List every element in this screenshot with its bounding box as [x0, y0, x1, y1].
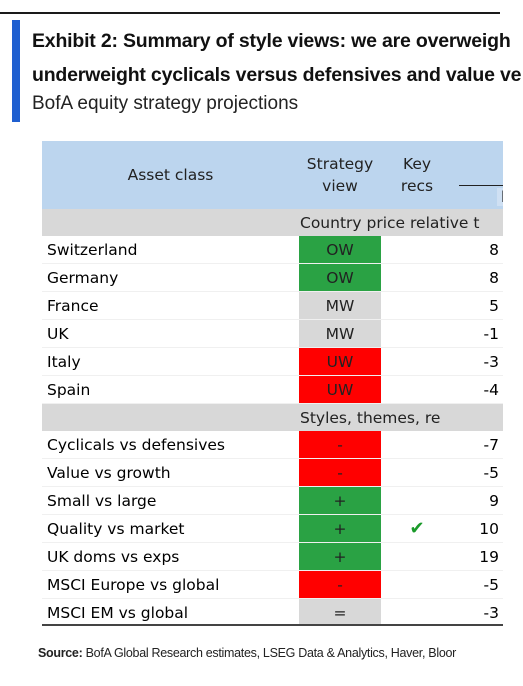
exhibit-subtitle: BofA equity strategy projections: [32, 93, 299, 114]
section-header-row: Styles, themes, re: [42, 403, 503, 431]
key-recs-cell: [381, 486, 453, 515]
projection-value-cell: -3: [453, 598, 503, 625]
strategy-view-cell: =: [299, 598, 381, 625]
header-key-recs-line2: recs: [400, 177, 434, 195]
projection-value-cell: -1: [453, 319, 503, 348]
table-row: Cyclicals vs defensives - -7: [42, 431, 503, 459]
section-label: Styles, themes, re: [42, 403, 503, 431]
table-row: MSCI Europe vs global - -5: [42, 570, 503, 599]
asset-name-cell: MSCI EM vs global: [42, 598, 299, 625]
header-key-recs-line1: Key: [402, 155, 432, 173]
table-header-row: Asset class Strategy view Key recs N hi: [42, 141, 503, 209]
asset-name-cell: Germany: [42, 263, 299, 292]
asset-name-cell: Cyclicals vs defensives: [42, 431, 299, 459]
projection-value-cell: 8: [453, 236, 503, 264]
asset-name-cell: Small vs large: [42, 486, 299, 515]
table-row: Quality vs market + ✔ 10: [42, 514, 503, 543]
asset-name-cell: Switzerland: [42, 236, 299, 264]
header-next-column: N hi: [453, 141, 503, 209]
exhibit-title-line1: Exhibit 2: Summary of style views: we ar…: [32, 30, 511, 52]
strategy-view-cell: MW: [299, 319, 381, 348]
header-strategy-view-line1: Strategy: [306, 155, 374, 173]
projection-value-cell: -5: [453, 458, 503, 487]
top-rule: [0, 12, 500, 14]
asset-name-cell: Quality vs market: [42, 514, 299, 543]
strategy-view-cell: UW: [299, 375, 381, 404]
table-bottom-rule: [42, 624, 503, 626]
projection-value-cell: -4: [453, 375, 503, 404]
key-recs-cell: [381, 375, 453, 404]
table-row: UK MW -1: [42, 319, 503, 348]
strategy-view-cell: -: [299, 570, 381, 599]
source-label: Source:: [38, 646, 83, 660]
projection-value-cell: 5: [453, 291, 503, 320]
strategy-view-cell: +: [299, 486, 381, 515]
projection-value-cell: 19: [453, 542, 503, 571]
key-recs-cell: [381, 431, 453, 459]
strategy-view-cell: OW: [299, 263, 381, 292]
projection-value-cell: -7: [453, 431, 503, 459]
asset-name-cell: UK doms vs exps: [42, 542, 299, 571]
key-recs-cell: [381, 319, 453, 348]
table-row: Italy UW -3: [42, 347, 503, 376]
source-note: Source: BofA Global Research estimates, …: [38, 646, 456, 660]
key-recs-cell: ✔: [381, 514, 453, 543]
asset-name-cell: France: [42, 291, 299, 320]
strategy-view-cell: -: [299, 431, 381, 459]
strategy-view-cell: UW: [299, 347, 381, 376]
header-next-rule: [459, 185, 503, 186]
source-text: BofA Global Research estimates, LSEG Dat…: [82, 646, 457, 660]
projection-value-cell: -3: [453, 347, 503, 376]
key-recs-cell: [381, 291, 453, 320]
strategy-view-cell: MW: [299, 291, 381, 320]
asset-name-cell: MSCI Europe vs global: [42, 570, 299, 599]
key-recs-cell: [381, 263, 453, 292]
table-row: France MW 5: [42, 291, 503, 320]
projection-value-cell: 10: [453, 514, 503, 543]
section-header-row: Country price relative t: [42, 209, 503, 236]
strategy-view-cell: +: [299, 542, 381, 571]
key-recs-cell: [381, 458, 453, 487]
table-row: Value vs growth - -5: [42, 458, 503, 487]
table-row: Small vs large +9: [42, 486, 503, 515]
key-recs-cell: [381, 598, 453, 625]
key-recs-cell: [381, 570, 453, 599]
strategy-view-cell: OW: [299, 236, 381, 264]
projection-value-cell: 8: [453, 263, 503, 292]
key-recs-cell: [381, 542, 453, 571]
projection-value-cell: 9: [453, 486, 503, 515]
header-strategy-view: Strategy view: [299, 141, 381, 209]
table-row: UK doms vs exps +19: [42, 542, 503, 571]
header-strategy-view-line2: view: [322, 177, 358, 195]
accent-bar: [12, 20, 20, 122]
header-asset-class: Asset class: [42, 141, 299, 209]
table-row: Germany OW 8: [42, 263, 503, 292]
header-key-recs: Key recs: [381, 141, 453, 209]
asset-name-cell: Italy: [42, 347, 299, 376]
table-row: MSCI EM vs global = -3: [42, 598, 503, 625]
strategy-view-cell: -: [299, 458, 381, 487]
strategy-view-cell: +: [299, 514, 381, 543]
projection-value-cell: -5: [453, 570, 503, 599]
table-row: Switzerland OW 8: [42, 236, 503, 264]
section-label: Country price relative t: [42, 209, 503, 236]
asset-name-cell: UK: [42, 319, 299, 348]
exhibit-title-line2: underweight cyclicals versus defensives …: [32, 64, 522, 86]
table-row: Spain UW -4: [42, 375, 503, 404]
key-recs-cell: [381, 347, 453, 376]
style-views-table: Asset class Strategy view Key recs N hi …: [42, 141, 503, 625]
asset-name-cell: Spain: [42, 375, 299, 404]
asset-name-cell: Value vs growth: [42, 458, 299, 487]
key-recs-cell: [381, 236, 453, 264]
header-next-bottom: hi: [497, 188, 503, 206]
